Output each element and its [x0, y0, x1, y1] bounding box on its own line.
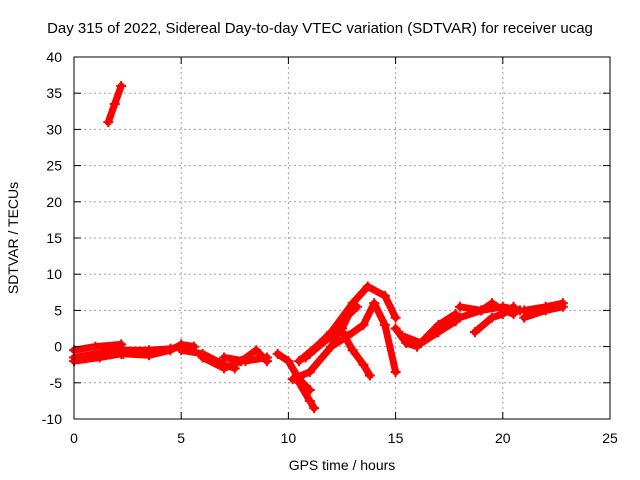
x-tick-label: 25 [602, 430, 618, 446]
data-point [261, 352, 272, 363]
data-point [519, 305, 530, 316]
series-arc-25 [519, 298, 568, 316]
data-point [347, 301, 358, 312]
x-tick-label: 20 [495, 430, 511, 446]
data-point [397, 330, 408, 341]
data-point [304, 366, 315, 377]
data-point [304, 395, 315, 406]
grid [74, 57, 610, 419]
data-point [103, 117, 114, 128]
data-point [176, 345, 187, 356]
ticks: 0 5 10 15 20 25 -10 -5 0 5 10 15 20 25 30 35 40 [42, 49, 618, 446]
data-point [118, 348, 129, 359]
data-point [197, 352, 208, 363]
y-tick-label: 25 [46, 158, 62, 174]
data-point [116, 80, 127, 91]
y-tick-label: 15 [46, 230, 62, 246]
data-point [165, 345, 176, 356]
series-arc-4 [103, 80, 127, 128]
data-point [454, 301, 465, 312]
data-point [347, 345, 358, 356]
data-point [362, 281, 373, 292]
data-point [94, 352, 105, 363]
data-point [358, 319, 369, 330]
y-tick-label: 35 [46, 85, 62, 101]
data-point [309, 403, 320, 414]
data-point [337, 327, 347, 338]
data-point [379, 290, 390, 301]
data-point [240, 356, 251, 367]
data-point [469, 327, 480, 338]
data-point [416, 337, 427, 348]
data-point [219, 363, 230, 374]
series-line [274, 350, 314, 394]
data-point [390, 366, 401, 377]
data-point [497, 301, 508, 312]
data-point [283, 356, 294, 367]
y-tick-label: 30 [46, 121, 62, 137]
x-tick-label: 5 [177, 430, 185, 446]
series-arc-18 [390, 309, 461, 352]
y-tick-label: 0 [54, 339, 62, 355]
series-line [306, 303, 357, 358]
chart-title: Day 315 of 2022, Sidereal Day-to-day VTE… [47, 20, 593, 37]
data-point [304, 348, 315, 359]
data-point [358, 359, 369, 370]
data-point [487, 312, 498, 323]
series-arc-9 [219, 352, 272, 367]
data-point [433, 327, 444, 338]
series-layer [69, 80, 568, 414]
data-point [379, 319, 390, 330]
x-tick-label: 15 [388, 430, 404, 446]
y-tick-label: 10 [46, 266, 62, 282]
x-axis-label: GPS time / hours [289, 457, 396, 473]
series-arc-17 [337, 327, 375, 381]
x-tick-label: 10 [281, 430, 297, 446]
y-tick-label: 5 [54, 302, 62, 318]
y-tick-label: 40 [46, 49, 62, 65]
data-point [454, 312, 465, 323]
data-point [557, 298, 568, 309]
series-line [338, 328, 374, 380]
data-point [369, 298, 380, 309]
series-arc-11 [294, 377, 320, 414]
y-tick-label: -5 [50, 375, 63, 391]
data-point [144, 350, 155, 361]
series-arc-6 [118, 339, 200, 361]
data-point [326, 330, 337, 341]
data-point [364, 370, 375, 381]
data-point [326, 341, 337, 352]
y-tick-label: -10 [42, 411, 62, 427]
data-point [219, 352, 230, 363]
data-point [90, 341, 101, 352]
x-tick-label: 0 [70, 430, 78, 446]
data-point [272, 348, 283, 359]
data-point [294, 356, 305, 367]
data-point [109, 99, 120, 110]
data-point [540, 301, 551, 312]
series-line [398, 317, 460, 347]
data-point [287, 374, 298, 385]
data-point [251, 345, 262, 356]
y-axis-label: SDTVAR / TECUs [5, 182, 21, 294]
data-point [390, 312, 401, 323]
data-point [390, 323, 401, 334]
data-point [476, 305, 487, 316]
y-tick-label: 20 [46, 194, 62, 210]
